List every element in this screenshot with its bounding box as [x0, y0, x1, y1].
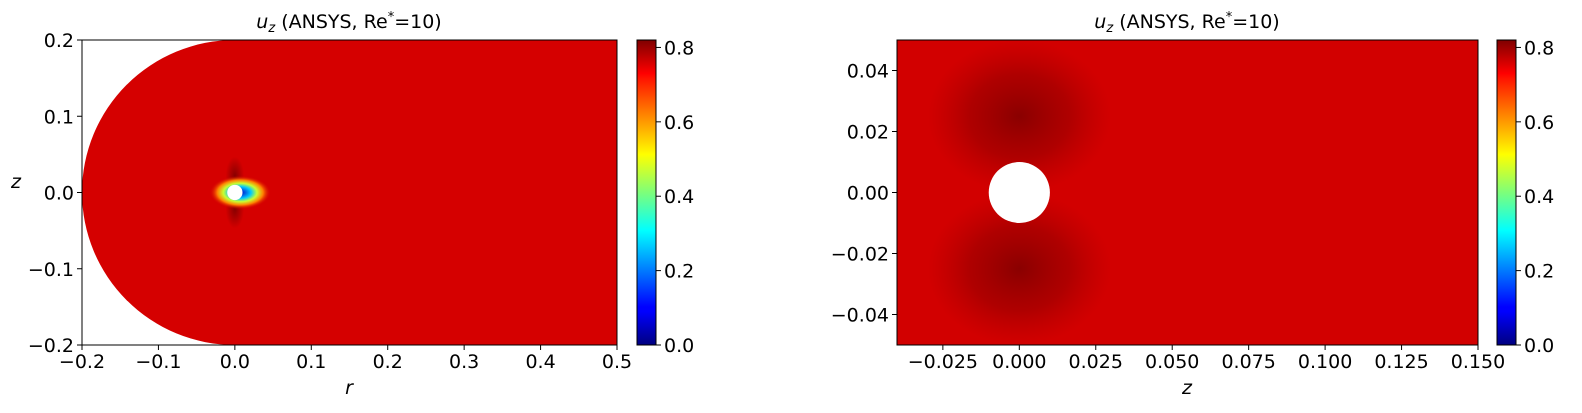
x-tick-label: 0.1: [296, 351, 326, 373]
colorbar-tick-label: 0.8: [664, 37, 694, 59]
y-tick-label: −0.1: [28, 259, 74, 281]
sphere-right: [988, 162, 1050, 223]
y-tick-label: 0.04: [847, 61, 889, 83]
x-tick-label: 0.100: [1298, 351, 1352, 373]
x-axis-label-right: z: [1181, 377, 1193, 399]
colorbar-left: 0.0 0.2 0.4 0.6 0.8: [636, 37, 694, 357]
x-tick-label: −0.025: [908, 351, 978, 373]
dark-lobe-bottom-right: [927, 192, 1112, 345]
colorbar-tick-label: 0.2: [664, 261, 694, 283]
x-ticks-left: −0.2 −0.1 0.0 0.1 0.2 0.3 0.4 0.5: [59, 345, 632, 373]
dark-lobe-top-right: [927, 40, 1112, 193]
colorbar-frame-left: [636, 39, 657, 346]
y-tick-label: −0.2: [28, 335, 74, 357]
colorbar-right: 0.0 0.2 0.4 0.6 0.8: [1496, 37, 1554, 357]
x-axis-label-left: r: [345, 377, 354, 399]
colorbar-ticks-left: 0.0 0.2 0.4 0.6 0.8: [656, 37, 694, 357]
x-tick-label: 0.4: [525, 351, 555, 373]
colorbar-frame-right: [1496, 39, 1517, 346]
plot-area-right: [897, 40, 1478, 345]
colorbar-tick-label: 0.8: [1524, 37, 1554, 59]
x-ticks-right: −0.025 0.000 0.025 0.050 0.075 0.100 0.125 0.15…: [908, 345, 1505, 373]
colorbar-ticks-right: 0.0 0.2 0.4 0.6 0.8: [1516, 37, 1554, 357]
colorbar-tick-label: 0.6: [1524, 112, 1554, 134]
x-tick-label: 0.075: [1221, 351, 1275, 373]
colorbar-tick-label: 0.2: [1524, 261, 1554, 283]
title-left: uz (ANSYS, Re*=10): [256, 10, 441, 36]
colorbar-tick-label: 0.0: [1524, 335, 1554, 357]
y-ticks-left: −0.2 −0.1 0.0 0.1 0.2: [28, 30, 82, 357]
y-tick-label: 0.1: [44, 106, 74, 128]
colorbar-tick-label: 0.4: [1524, 186, 1554, 208]
field-region-left: [82, 40, 617, 345]
x-tick-label: −0.1: [135, 351, 181, 373]
x-tick-label: 0.000: [992, 351, 1046, 373]
colorbar-tick-label: 0.0: [664, 335, 694, 357]
x-tick-label: 0.2: [373, 351, 403, 373]
y-tick-label: 0.0: [44, 183, 74, 205]
y-tick-label: −0.02: [831, 244, 889, 266]
x-tick-label: 0.3: [449, 351, 479, 373]
panel-left: −0.2 −0.1 0.0 0.1 0.2 0.3 0.4 0.5 −0.2−0.10.00.…: [10, 10, 694, 399]
title-right: uz (ANSYS, Re*=10): [1094, 10, 1279, 36]
plot-area-left: [82, 40, 617, 345]
panel-right: −0.025 0.000 0.025 0.050 0.075 0.100 0.125 0.15…: [831, 10, 1554, 399]
x-tick-label: 0.5: [602, 351, 632, 373]
x-tick-label: 0.025: [1069, 351, 1123, 373]
y-ticks-right: −0.04 −0.02 0.00 0.02 0.04: [831, 61, 897, 327]
y-tick-label: 0.2: [44, 30, 74, 52]
x-tick-label: 0.125: [1374, 351, 1428, 373]
colorbar-tick-label: 0.6: [664, 112, 694, 134]
x-tick-label: −0.2: [59, 351, 105, 373]
colorbar-gradient-left: [637, 40, 656, 345]
x-tick-label: 0.0: [220, 351, 250, 373]
x-tick-label: 0.050: [1145, 351, 1199, 373]
x-tick-label: 0.150: [1451, 351, 1505, 373]
colorbar-tick-label: 0.4: [664, 186, 694, 208]
sphere-left: [227, 184, 243, 201]
colorbar-gradient-right: [1497, 40, 1516, 345]
y-tick-label: −0.04: [831, 305, 889, 327]
y-axis-label-left: z: [10, 171, 22, 193]
y-tick-label: 0.00: [847, 183, 889, 205]
y-tick-label: 0.02: [847, 122, 889, 144]
